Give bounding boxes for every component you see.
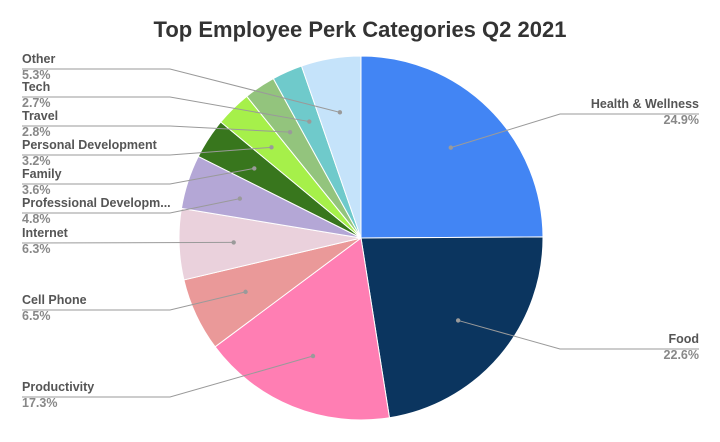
slice-value-food: 22.6% xyxy=(664,348,699,362)
slice-value-professional-developm: 4.8% xyxy=(22,212,51,226)
leader-line-health-wellness xyxy=(450,113,699,149)
leader-line-professional-developm xyxy=(22,198,240,214)
slice-label-health-wellness: Health & Wellness xyxy=(591,97,699,111)
slice-value-health-wellness: 24.9% xyxy=(664,113,699,127)
leader-line-tech xyxy=(22,96,310,123)
slice-label-professional-developm: Professional Developm... xyxy=(22,196,171,210)
slice-label-personal-development: Personal Development xyxy=(22,138,158,152)
pie-slice-other[interactable] xyxy=(300,55,362,239)
slice-value-tech: 2.7% xyxy=(22,96,51,110)
slice-label-other: Other xyxy=(22,52,55,66)
slice-label-internet: Internet xyxy=(22,226,69,240)
pie-slice-productivity[interactable] xyxy=(214,237,391,421)
leader-line-productivity xyxy=(22,355,314,398)
pie-slice-food[interactable] xyxy=(360,236,544,419)
slice-value-productivity: 17.3% xyxy=(22,396,57,410)
leader-line-family xyxy=(22,167,255,185)
leader-line-food xyxy=(458,319,699,350)
pie-slices xyxy=(178,55,544,421)
slice-value-family: 3.6% xyxy=(22,183,51,197)
slice-value-internet: 6.3% xyxy=(22,242,51,256)
slice-value-other: 5.3% xyxy=(22,68,51,82)
slice-value-cell-phone: 6.5% xyxy=(22,309,51,323)
slice-label-productivity: Productivity xyxy=(22,380,94,394)
leader-line-other xyxy=(22,68,341,113)
slice-label-tech: Tech xyxy=(22,80,50,94)
chart-title: Top Employee Perk Categories Q2 2021 xyxy=(154,17,567,42)
leader-line-personal-development xyxy=(22,146,272,156)
slice-label-food: Food xyxy=(668,332,699,346)
pie-labels: Health & Wellness 24.9% Food 22.6% Productiv… xyxy=(21,52,699,410)
slice-value-travel: 2.8% xyxy=(22,125,51,139)
leader-line-cell-phone xyxy=(22,291,246,311)
slice-label-travel: Travel xyxy=(22,109,58,123)
slice-value-personal-development: 3.2% xyxy=(22,154,51,168)
slice-label-cell-phone: Cell Phone xyxy=(22,293,87,307)
leader-line-travel xyxy=(22,125,291,133)
leader-line-internet xyxy=(21,241,234,244)
slice-label-family: Family xyxy=(22,167,62,181)
